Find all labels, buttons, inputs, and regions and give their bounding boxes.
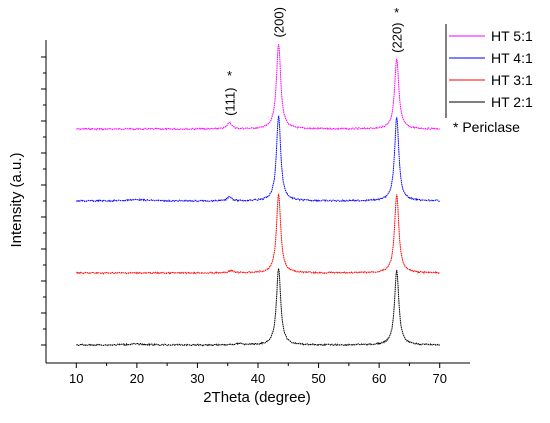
legend: HT 5:1 HT 4:1 HT 3:1 HT 2:1 * Periclase bbox=[445, 24, 533, 135]
legend-note: * Periclase bbox=[453, 119, 520, 135]
peak-marker: * bbox=[394, 5, 399, 20]
legend-label: HT 5:1 bbox=[491, 28, 533, 44]
x-axis-ticks: 10 20 30 40 50 60 70 bbox=[69, 363, 447, 386]
x-tick-label: 60 bbox=[372, 371, 386, 386]
x-tick-label: 10 bbox=[69, 371, 83, 386]
peak-label: (111) bbox=[223, 87, 238, 115]
series-ht-2-1-line bbox=[76, 268, 441, 347]
series-layer bbox=[76, 44, 441, 347]
legend-label: HT 4:1 bbox=[491, 50, 533, 66]
series-ht-5-1-line bbox=[76, 44, 440, 131]
x-axis-label: 2Theta (degree) bbox=[203, 389, 311, 406]
x-tick-label: 20 bbox=[130, 371, 144, 386]
series-ht-4-1-line bbox=[76, 115, 440, 203]
x-tick-label: 70 bbox=[432, 371, 446, 386]
x-tick-label: 40 bbox=[251, 371, 265, 386]
peak-annotations: (111) * (200) * (220) * bbox=[223, 0, 405, 116]
x-tick-label: 50 bbox=[311, 371, 325, 386]
peak-marker: * bbox=[227, 68, 232, 83]
y-axis-ticks bbox=[41, 56, 46, 346]
peak-marker: * bbox=[276, 0, 281, 4]
legend-label: HT 3:1 bbox=[491, 72, 533, 88]
legend-label: HT 2:1 bbox=[491, 94, 533, 110]
peak-label: (220) bbox=[390, 22, 405, 52]
series-ht-3-1-line bbox=[76, 193, 440, 275]
peak-label: (200) bbox=[272, 7, 287, 37]
x-tick-label: 30 bbox=[190, 371, 204, 386]
y-axis-label: Intensity (a.u.) bbox=[8, 152, 25, 247]
